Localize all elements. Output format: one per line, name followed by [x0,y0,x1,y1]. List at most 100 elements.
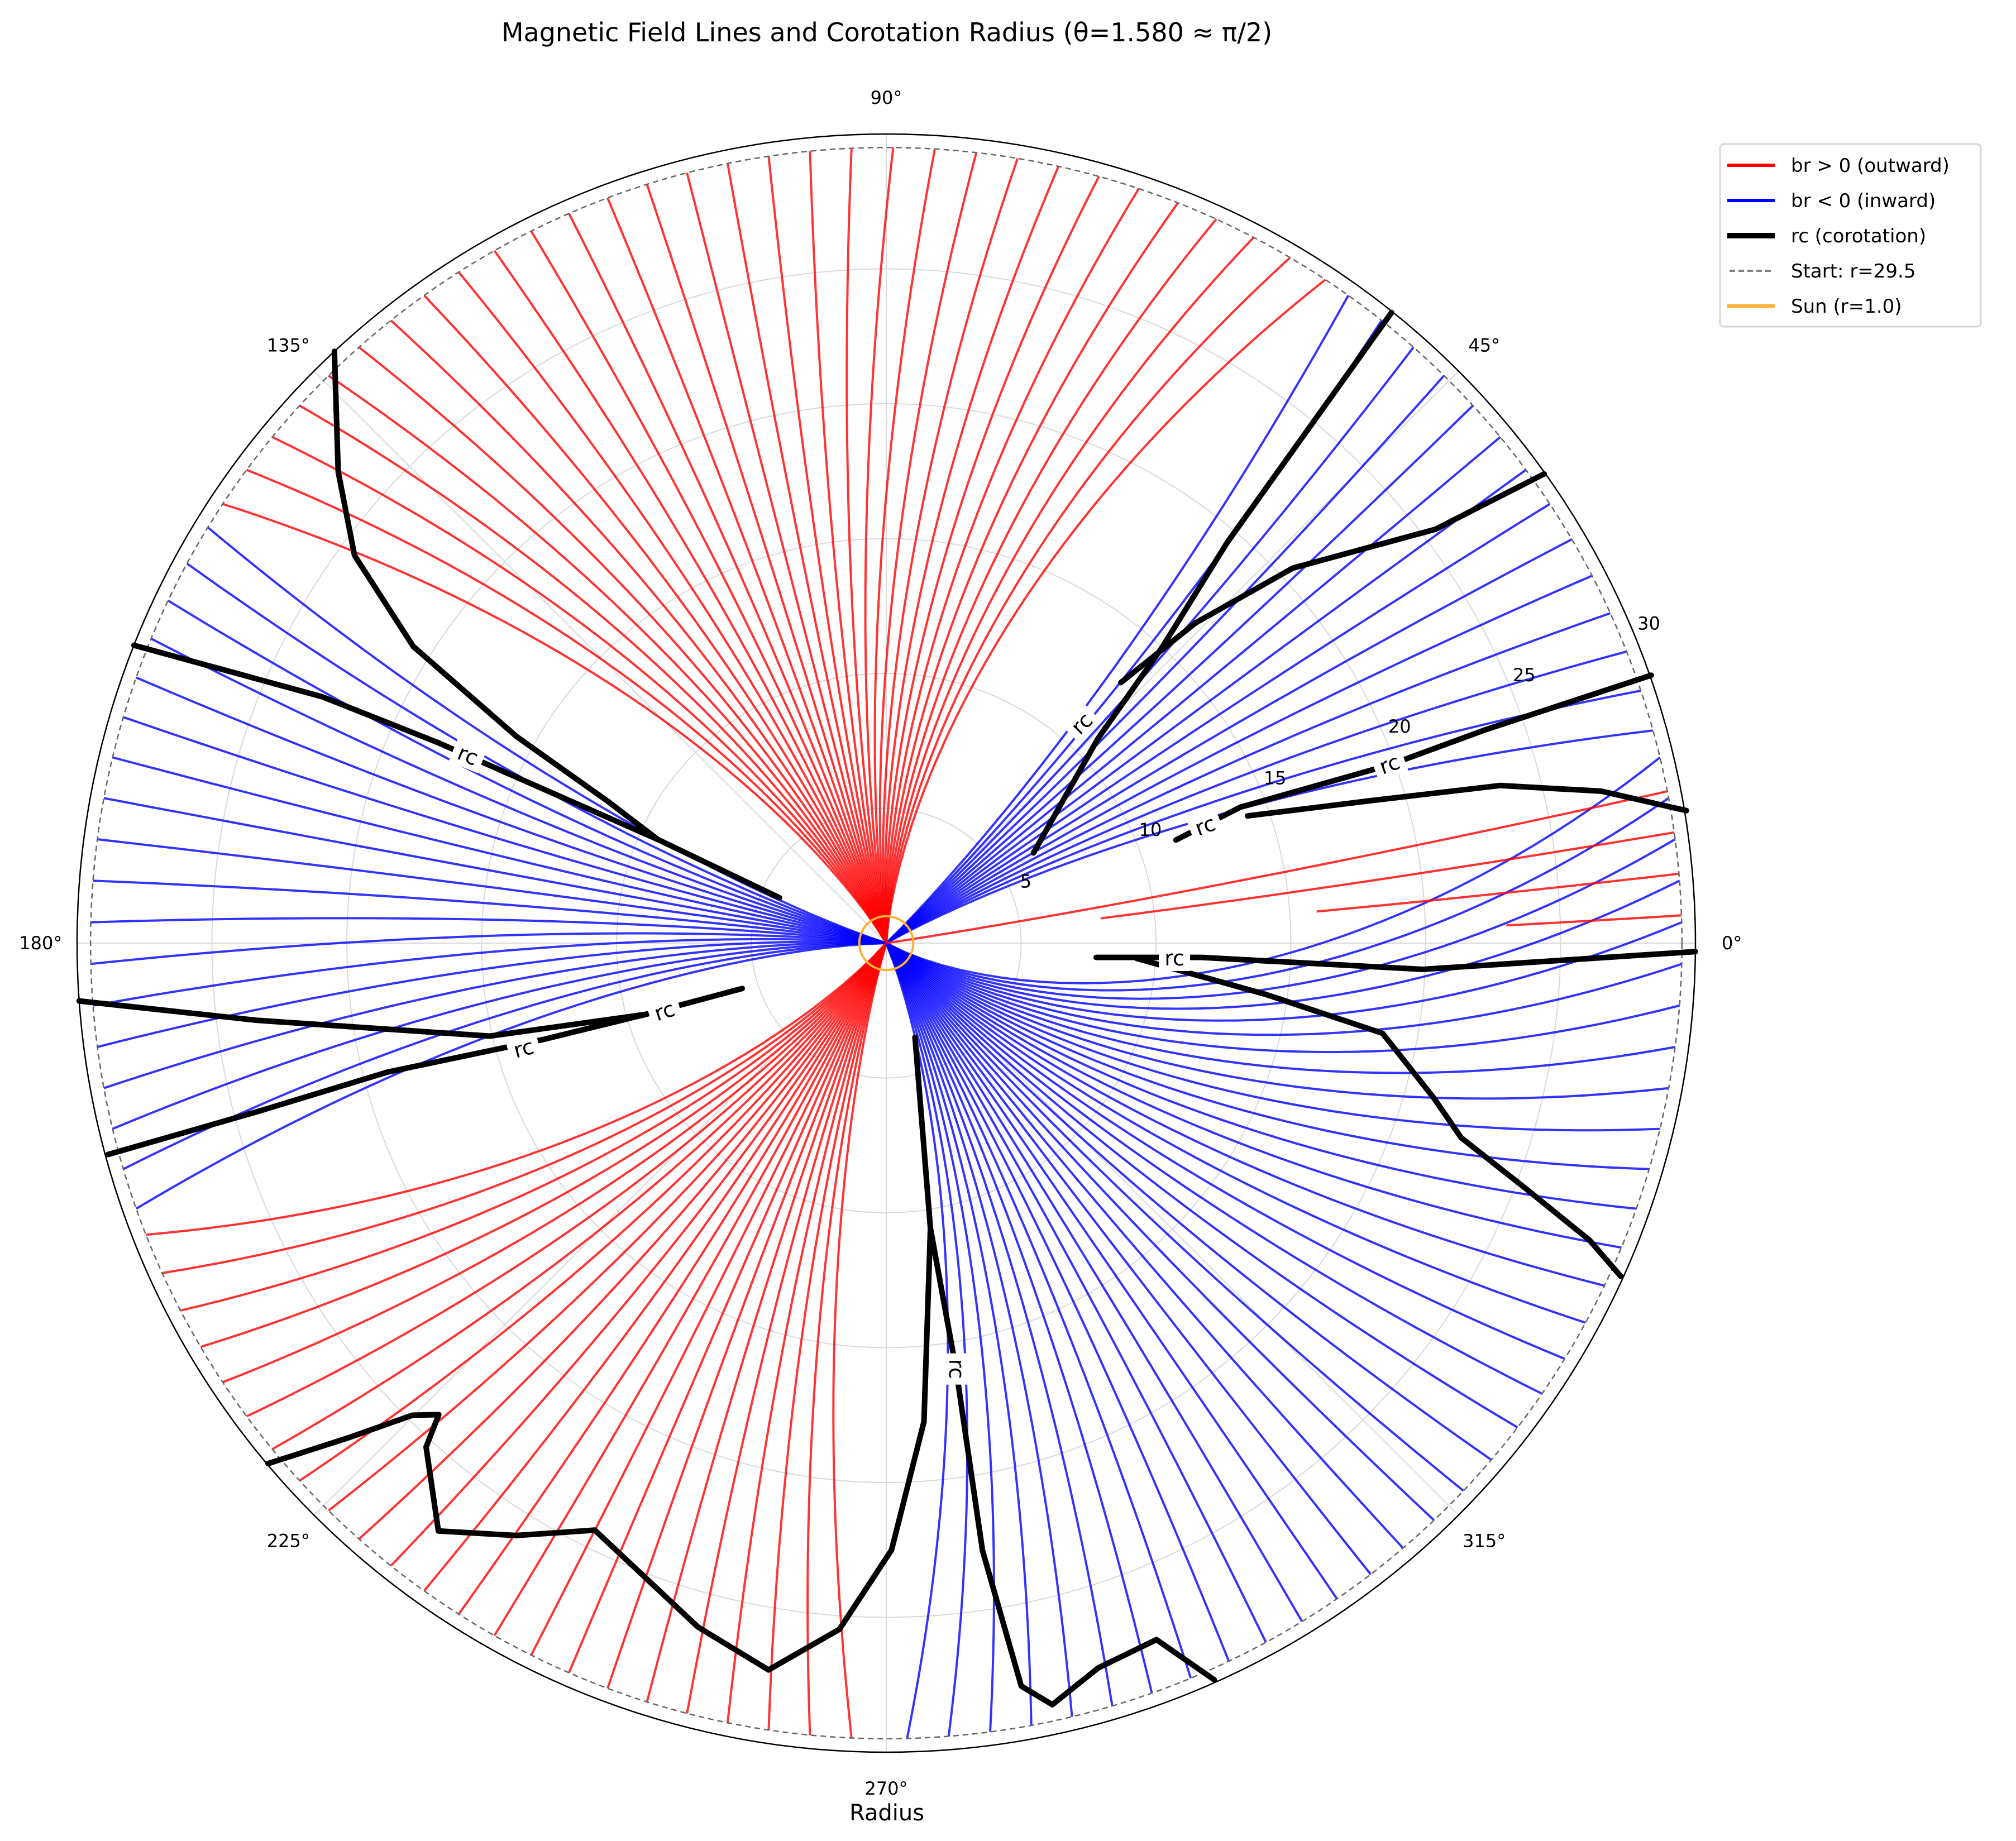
field-line-inward [885,943,1153,1694]
field-line-inward [885,943,969,1737]
field-line-outward [271,436,887,944]
r-tick-label: 10 [1139,819,1162,840]
field-line-inward [885,943,1073,1717]
field-line-inward [103,941,887,1089]
field-line-outward [299,942,887,1482]
legend-label: br > 0 (outward) [1791,155,1950,177]
field-line-inward [885,942,1637,1210]
legend-frame [1719,143,1982,328]
field-line-outward [606,943,887,1689]
legend-label: Sun (r=1.0) [1791,295,1902,318]
field-line-inward [167,599,887,944]
field-line-inward [885,942,1660,1132]
tick-labels: 0° 45° 90° 135° 180° 225° 270° 315° 5 10 15 20 25 30 [19,87,1742,1799]
field-line-outward [328,375,887,944]
field-line-inward [885,346,1415,944]
field-line-inward [885,942,1267,1643]
corotation-curve-rc-f [1134,955,1624,1279]
field-line-inward [885,538,1573,944]
field-line-outward [299,404,887,944]
field-line-outward [885,236,1255,944]
field-line-outward [686,943,887,1714]
field-line-outward [646,184,887,944]
theta-tick-label: 90° [871,87,902,108]
field-line-outward [530,943,887,1656]
start-radius-circle [89,146,1683,1740]
r-tick-label: 5 [1020,871,1031,892]
field-line-inward [112,756,887,944]
field-line-outward [806,943,887,1735]
field-line-outward [146,942,887,1236]
field-line-inward [885,295,1350,944]
field-line-outward [885,256,1291,944]
field-line-inward [885,375,1445,944]
field-line-inward [885,942,1669,1100]
field-line-outward [162,942,887,1274]
legend-items: br > 0 (outward) br < 0 (inward) rc (corot… [1727,155,1950,318]
field-line-inward [885,503,1551,944]
field-line-inward [885,404,1474,944]
field-line-inward [122,942,887,1170]
field-line-outward [246,468,887,944]
r-tick-label: 20 [1388,716,1411,737]
field-line-outward [1506,914,1682,927]
field-line-inward [885,942,1680,1054]
field-line-outward [883,166,1060,944]
rc-label-bg [1186,809,1225,844]
field-line-inward [885,942,1622,1249]
field-line-outward [686,173,887,944]
field-line-outward [457,271,887,944]
field-line-inward [90,917,887,944]
field-line-outward [180,942,887,1312]
field-line-outward [568,213,887,944]
field-line-outward [864,147,895,944]
field-line-outward [873,149,936,944]
field-line-outward [886,790,1668,944]
field-line-outward [200,942,887,1349]
field-line-outward [884,176,1100,944]
field-line-outward [767,156,887,944]
chart-title: Magnetic Field Lines and Corotation Radi… [501,17,1272,47]
corotation-curve-rc-k [131,642,782,901]
field-line-inward [885,942,1230,1662]
field-line-inward [886,797,1670,992]
field-line-inward [885,942,1435,1521]
field-line-inward [886,838,1676,1000]
field-line-inward [885,942,1338,1600]
legend-label: Start: r=29.5 [1791,260,1916,283]
field-line-inward [97,838,887,944]
field-line-outward [885,202,1179,944]
field-line-inward [885,942,1565,1360]
field-line-inward [150,637,887,944]
field-line-inward [885,942,1464,1492]
rc-label: rc [1164,946,1184,970]
field-line-inward [886,756,1661,984]
field-line-outward [726,943,887,1723]
theta-tick-label: 180° [19,933,62,954]
field-line-outward [246,942,887,1418]
field-line-inward [885,942,1518,1429]
corotation-curve-rc-h [265,1225,934,1673]
field-line-inward [885,942,1683,1036]
field-line-inward [885,436,1501,944]
field-line-outward [606,197,887,944]
field-line-inward [886,689,1641,944]
field-line-inward [103,797,887,944]
field-line-outward [271,942,887,1451]
r-tick-label: 30 [1637,613,1660,634]
field-line-inward [90,932,887,965]
field-line-outward [358,942,887,1540]
field-line-outward [423,294,887,944]
field-line-outward [390,942,887,1567]
field-line-inward [885,468,1527,944]
field-line-outward [390,319,887,944]
rc-label-bg [943,1353,968,1385]
field-line-inward [885,942,1492,1461]
field-line-inward [112,941,887,1130]
field-line-outward [567,943,887,1673]
corotation-curve-rc-b [1118,471,1547,686]
field-line-inward [885,942,1404,1549]
field-line-inward [885,943,1192,1679]
